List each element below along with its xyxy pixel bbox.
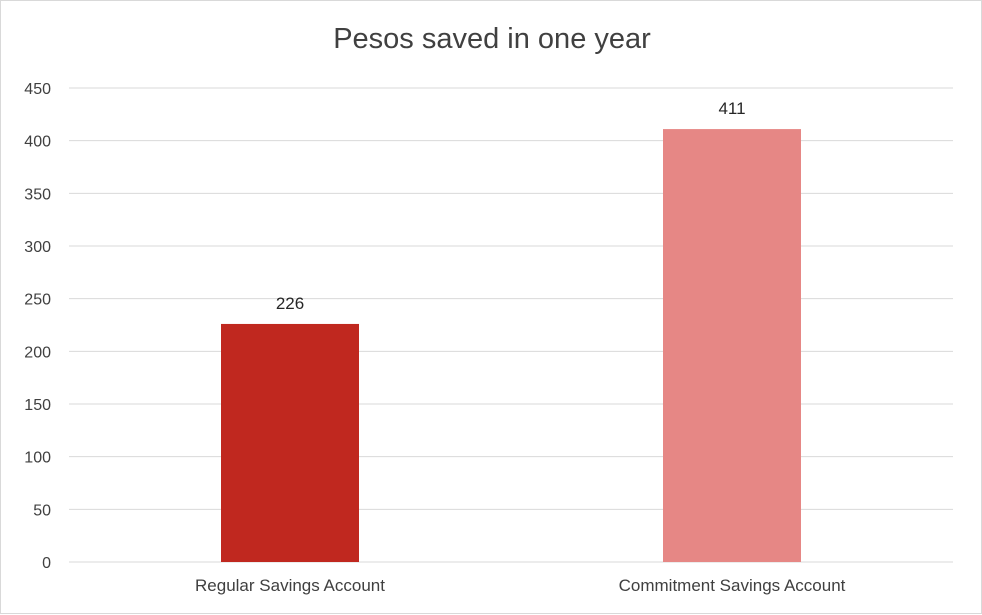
bar — [663, 129, 801, 562]
gridlines — [69, 87, 953, 563]
y-tick-label: 150 — [24, 397, 51, 414]
y-tick-label: 200 — [24, 344, 51, 361]
y-tick-label: 250 — [24, 292, 51, 309]
bars — [221, 129, 801, 562]
x-category-label: Commitment Savings Account — [619, 576, 846, 595]
y-tick-label: 50 — [33, 502, 51, 519]
labels: 0 50 100 150 200 250 300 350 400 450 226 Regular Sa… — [24, 81, 845, 595]
y-tick-label: 100 — [24, 450, 51, 467]
y-tick-label: 300 — [24, 239, 51, 256]
y-tick-label: 400 — [24, 134, 51, 151]
data-label: 226 — [276, 294, 304, 313]
y-tick-label: 350 — [24, 186, 51, 203]
x-category-label: Regular Savings Account — [195, 576, 385, 595]
y-tick-label: 0 — [42, 555, 51, 572]
bar — [221, 323, 359, 562]
y-tick-label: 450 — [24, 81, 51, 98]
data-label: 411 — [718, 99, 745, 118]
chart-title: Pesos saved in one year — [333, 23, 651, 55]
